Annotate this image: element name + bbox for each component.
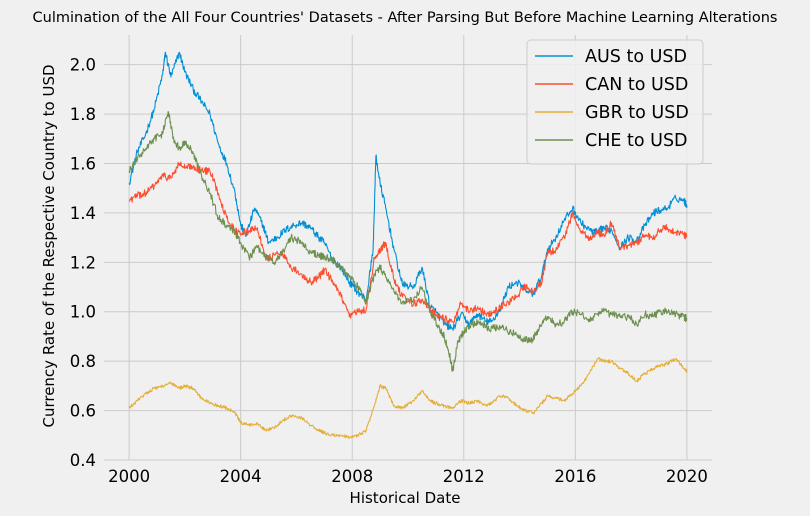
x-axis-label: Historical Date: [350, 489, 461, 507]
x-tick-label: 2004: [220, 467, 262, 486]
x-tick-label: 2012: [443, 467, 485, 486]
y-tick-label: 2.0: [70, 56, 96, 75]
legend: AUS to USD CAN to USD GBR to USD CHE to USD: [526, 39, 704, 165]
y-axis-label: Currency Rate of the Respective Country …: [40, 64, 58, 427]
x-tick-label: 2016: [554, 467, 596, 486]
x-tick-label: 2020: [666, 467, 708, 486]
y-tick-label: 1.0: [70, 303, 96, 322]
series-lines: [128, 51, 688, 440]
legend-label: CAN to USD: [585, 75, 688, 95]
grid: [104, 35, 712, 461]
x-tick-label: 2000: [108, 467, 150, 486]
legend-label: AUS to USD: [585, 47, 687, 67]
series-line-1: [128, 161, 688, 325]
legend-label: GBR to USD: [585, 103, 689, 123]
series-line-3: [128, 111, 688, 372]
series-line-0: [128, 51, 688, 331]
legend-box: [526, 39, 704, 165]
x-tick-label: 2008: [331, 467, 373, 486]
y-tick-label: 1.6: [70, 154, 96, 173]
series-line-2: [128, 357, 688, 440]
y-tick-label: 1.2: [70, 253, 96, 272]
chart-title: Culmination of the All Four Countries' D…: [33, 10, 778, 26]
y-tick-label: 0.6: [70, 402, 96, 421]
y-tick-label: 0.4: [70, 451, 96, 470]
tick-labels: 0.4 0.6 0.8 1.0 1.2 1.4 1.6 1.8 2.0 2000 2004 2008 2…: [70, 56, 708, 486]
y-tick-label: 0.8: [70, 352, 96, 371]
legend-label: CHE to USD: [585, 131, 688, 151]
y-tick-label: 1.8: [70, 105, 96, 124]
y-tick-label: 1.4: [70, 204, 96, 223]
